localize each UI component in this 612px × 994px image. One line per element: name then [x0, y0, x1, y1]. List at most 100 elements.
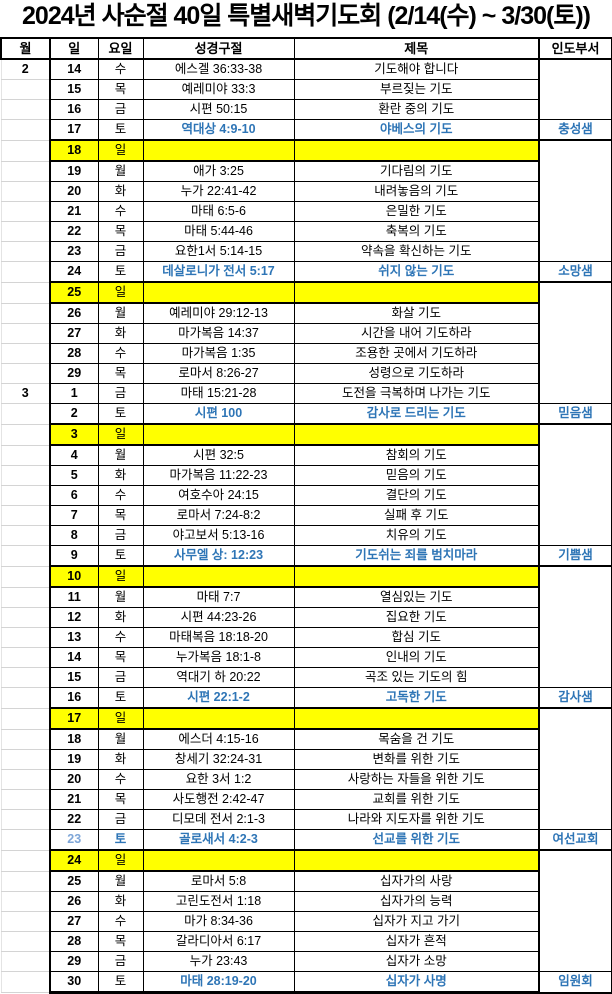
header-day: 일	[49, 37, 99, 60]
weekday-cell: 목	[97, 789, 144, 810]
month-cell	[0, 829, 51, 851]
verse-cell: 마태 7:7	[142, 586, 295, 608]
table-row: 20 수 요한 3서 1:2 사랑하는 자들을 위한 기도	[0, 769, 612, 790]
leader-cell	[538, 749, 612, 770]
topic-cell	[293, 849, 540, 872]
topic-cell: 성령으로 기도하라	[293, 363, 540, 384]
weekday-cell: 일	[97, 139, 144, 162]
verse-cell: 마태 15:21-28	[142, 383, 295, 404]
month-cell: 2	[0, 58, 51, 80]
topic-cell: 합심 기도	[293, 627, 540, 648]
table-row: 30 토 마태 28:19-20 십자가 사명 임원회	[0, 971, 612, 994]
leader-cell	[538, 59, 612, 80]
month-cell	[0, 586, 51, 608]
table-row: 9 토 사무엘 상: 12:23 기도쉬는 죄를 범치마라 기쁨샘	[0, 545, 612, 567]
topic-cell: 기도쉬는 죄를 범치마라	[293, 545, 540, 567]
verse-cell: 시편 44:23-26	[142, 607, 295, 628]
month-cell	[0, 849, 51, 872]
topic-cell: 약속을 확신하는 기도	[293, 241, 540, 262]
table-row: 19 월 애가 3:25 기다림의 기도	[0, 160, 612, 182]
day-cell: 23	[49, 241, 99, 262]
table-row: 23 토 골로새서 4:2-3 선교를 위한 기도 여선교회	[0, 829, 612, 851]
topic-cell: 야베스의 기도	[293, 119, 540, 141]
month-cell	[0, 343, 51, 364]
table-row: 27 화 마가복음 14:37 시간을 내어 기도하라	[0, 323, 612, 344]
day-cell: 27	[49, 323, 99, 344]
schedule-table: 월 일 요일 성경구절 제목 인도부서 2 14 수 에스겔 36:33-38 기도해야…	[0, 37, 612, 994]
table-row: 18 일	[0, 139, 612, 162]
table-row: 17 토 역대상 4:9-10 야베스의 기도 충성샘	[0, 119, 612, 141]
day-cell: 16	[49, 99, 99, 120]
verse-cell: 에스더 4:15-16	[142, 728, 295, 750]
day-cell: 16	[49, 687, 99, 709]
weekday-cell: 월	[97, 586, 144, 608]
day-cell: 3	[49, 423, 99, 446]
weekday-cell: 수	[97, 911, 144, 932]
topic-cell: 집요한 기도	[293, 607, 540, 628]
leader-cell	[538, 201, 612, 222]
topic-cell: 십자가 사명	[293, 971, 540, 994]
month-cell	[0, 201, 51, 222]
day-cell: 15	[49, 79, 99, 100]
table-row: 2 14 수 에스겔 36:33-38 기도해야 합니다	[0, 58, 612, 80]
month-cell	[0, 545, 51, 567]
table-row: 2 토 시편 100 감사로 드리는 기도 믿음샘	[0, 403, 612, 425]
day-cell: 26	[49, 891, 99, 912]
verse-cell: 갈라디아서 6:17	[142, 931, 295, 952]
day-cell: 22	[49, 809, 99, 830]
topic-cell: 축복의 기도	[293, 221, 540, 242]
topic-cell: 은밀한 기도	[293, 201, 540, 222]
table-row: 26 월 예레미야 29:12-13 화살 기도	[0, 302, 612, 324]
weekday-cell: 목	[97, 647, 144, 668]
verse-cell: 마태 6:5-6	[142, 201, 295, 222]
day-cell: 22	[49, 221, 99, 242]
verse-cell: 로마서 5:8	[142, 870, 295, 892]
topic-cell: 선교를 위한 기도	[293, 829, 540, 851]
table-row: 25 일	[0, 281, 612, 304]
verse-cell: 사무엘 상: 12:23	[142, 545, 295, 567]
topic-cell	[293, 281, 540, 304]
leader-cell	[538, 566, 612, 587]
verse-cell: 시편 100	[142, 403, 295, 425]
topic-cell: 환란 중의 기도	[293, 99, 540, 120]
table-row: 17 일	[0, 707, 612, 730]
topic-cell: 나라와 지도자를 위한 기도	[293, 809, 540, 830]
leader-cell: 소망샘	[538, 261, 612, 283]
month-cell	[0, 728, 51, 750]
leader-cell	[538, 424, 612, 445]
table-row: 27 수 마가 8:34-36 십자가 지고 가기	[0, 911, 612, 932]
leader-cell	[538, 587, 612, 608]
table-row: 21 목 사도행전 2:42-47 교회를 위한 기도	[0, 789, 612, 810]
verse-cell: 마태 5:44-46	[142, 221, 295, 242]
verse-cell: 로마서 8:26-27	[142, 363, 295, 384]
leader-cell	[538, 607, 612, 628]
day-cell: 24	[49, 849, 99, 872]
day-cell: 18	[49, 139, 99, 162]
day-cell: 13	[49, 627, 99, 648]
verse-cell: 마가복음 11:22-23	[142, 465, 295, 486]
topic-cell	[293, 423, 540, 446]
verse-cell	[142, 139, 295, 162]
weekday-cell: 화	[97, 181, 144, 202]
weekday-cell: 수	[97, 769, 144, 790]
leader-cell	[538, 931, 612, 952]
weekday-cell: 화	[97, 465, 144, 486]
weekday-cell: 목	[97, 79, 144, 100]
day-cell: 17	[49, 119, 99, 141]
verse-cell: 요한 3서 1:2	[142, 769, 295, 790]
topic-cell: 실패 후 기도	[293, 505, 540, 526]
topic-cell: 고독한 기도	[293, 687, 540, 709]
weekday-cell: 화	[97, 323, 144, 344]
verse-cell: 고린도전서 1:18	[142, 891, 295, 912]
leader-cell	[538, 363, 612, 384]
month-cell	[0, 99, 51, 120]
verse-cell: 마가 8:34-36	[142, 911, 295, 932]
verse-cell: 시편 50:15	[142, 99, 295, 120]
weekday-cell: 목	[97, 505, 144, 526]
table-row: 28 목 갈라디아서 6:17 십자가 흔적	[0, 931, 612, 952]
topic-cell	[293, 707, 540, 730]
leader-cell	[538, 911, 612, 932]
leader-cell	[538, 647, 612, 668]
header-leader: 인도부서	[538, 37, 612, 60]
day-cell: 19	[49, 160, 99, 182]
